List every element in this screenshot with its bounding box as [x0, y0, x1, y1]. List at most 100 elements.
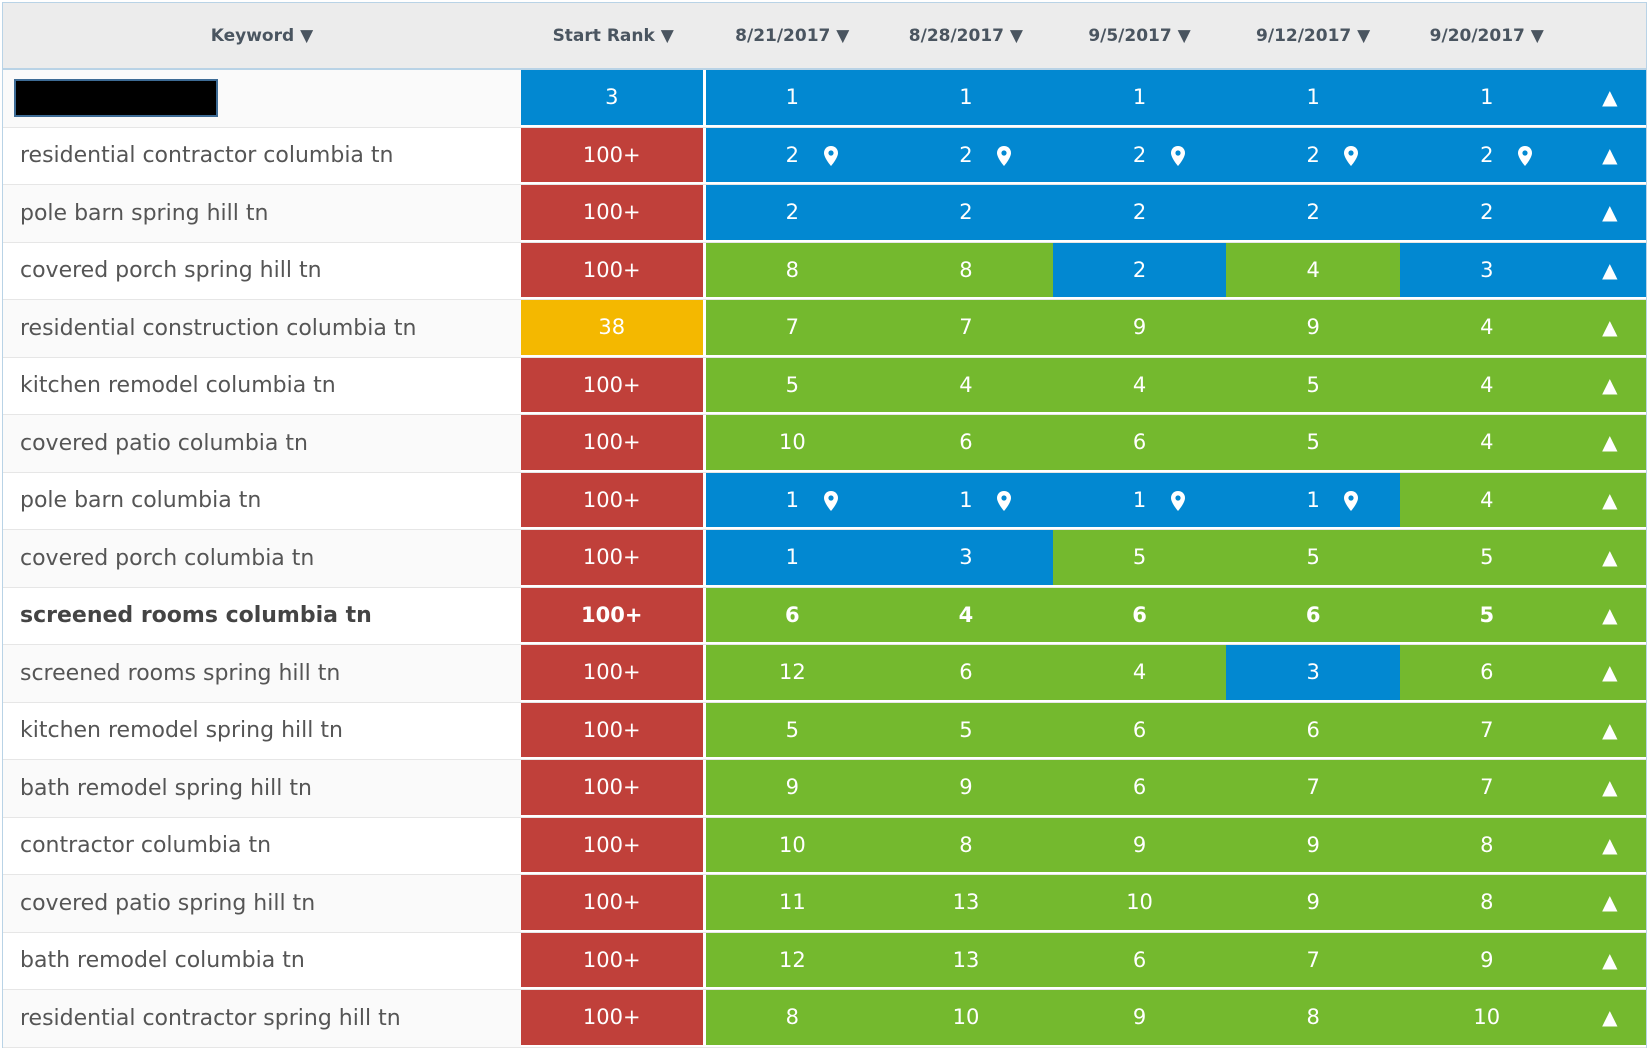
rank-cell: 4: [1399, 415, 1574, 472]
rank-cell: 8: [1399, 875, 1574, 932]
rank-cell: 4: [1399, 357, 1574, 414]
trend-up-icon[interactable]: ▲: [1573, 300, 1646, 357]
rank-cell: 5: [1399, 587, 1574, 644]
rank-cell: 6: [705, 587, 880, 644]
start-rank-cell: 100+: [520, 242, 703, 299]
trend-up-icon[interactable]: ▲: [1573, 357, 1646, 414]
rank-cell: 7: [705, 300, 880, 357]
rank-cell: 1: [879, 70, 1053, 127]
trend-up-icon[interactable]: ▲: [1573, 472, 1646, 529]
rank-cell: 7: [1226, 760, 1400, 817]
col-date-5[interactable]: 9/20/2017 ▼: [1429, 25, 1544, 46]
table-row: kitchen remodel columbia tn 100+ 5 4 4 5 4 ▲: [3, 357, 1646, 415]
rank-cell: 9: [1399, 932, 1574, 989]
keyword-cell: covered patio spring hill tn: [3, 875, 521, 932]
rank-cell: 7: [1226, 932, 1400, 989]
rank-cell: 2: [705, 185, 880, 242]
keyword-cell: covered porch columbia tn: [3, 530, 521, 587]
col-keyword[interactable]: Keyword ▼: [210, 25, 314, 46]
rank-cell: 6: [1226, 587, 1400, 644]
start-rank-cell: 100+: [520, 990, 703, 1047]
table-row: covered porch columbia tn 100+ 1 3 5 5 5 ▲: [3, 530, 1646, 588]
keyword-text: bath remodel spring hill tn: [20, 775, 312, 801]
rank-cell: 4: [1399, 472, 1574, 529]
keyword-cell: contractor columbia tn: [3, 817, 521, 874]
rank-cell: 6: [1226, 702, 1400, 759]
col-date-3[interactable]: 9/5/2017 ▼: [1088, 25, 1191, 46]
trend-up-icon[interactable]: ▲: [1573, 875, 1646, 932]
rank-cell: 8: [705, 990, 880, 1047]
keyword-text: residential construction columbia tn: [20, 315, 417, 341]
trend-up-icon[interactable]: ▲: [1573, 530, 1646, 587]
rank-cell: 3: [879, 530, 1053, 587]
table-row: covered patio columbia tn 100+ 10 6 6 5 4 ▲: [3, 415, 1646, 473]
rank-cell: 10: [705, 415, 880, 472]
rank-cell: 4: [1399, 300, 1574, 357]
start-rank-cell: 100+: [520, 875, 703, 932]
trend-up-icon[interactable]: ▲: [1573, 415, 1646, 472]
trend-up-icon[interactable]: ▲: [1573, 242, 1646, 299]
rank-cell: 2: [879, 127, 1053, 184]
rank-cell: 7: [1399, 702, 1574, 759]
rank-cell: 8: [705, 242, 880, 299]
rank-cell: 9: [1226, 300, 1400, 357]
trend-up-icon[interactable]: ▲: [1573, 990, 1646, 1047]
col-start-rank[interactable]: Start Rank ▼: [552, 25, 674, 46]
rank-cell: 13: [879, 932, 1053, 989]
trend-up-icon[interactable]: ▲: [1573, 817, 1646, 874]
trend-up-icon[interactable]: ▲: [1573, 760, 1646, 817]
keyword-text: screened rooms spring hill tn: [20, 660, 341, 686]
rank-cell: 6: [1052, 932, 1227, 989]
rank-cell: 4: [1052, 645, 1227, 702]
table-row: contractor columbia tn 100+ 10 8 9 9 8 ▲: [3, 817, 1646, 875]
trend-up-icon[interactable]: ▲: [1573, 702, 1646, 759]
keyword-text: residential contractor columbia tn: [20, 143, 394, 169]
col-date-4[interactable]: 9/12/2017 ▼: [1256, 25, 1371, 46]
trend-up-icon[interactable]: ▲: [1573, 645, 1646, 702]
rank-cell: 6: [1399, 645, 1574, 702]
start-rank-cell: 100+: [520, 817, 703, 874]
start-rank-cell: 100+: [520, 645, 703, 702]
keyword-text: bath remodel columbia tn: [20, 948, 305, 974]
rank-cell: 11: [705, 875, 880, 932]
start-rank-cell: 100+: [520, 185, 703, 242]
start-rank-cell: 100+: [520, 127, 703, 184]
col-date-1[interactable]: 8/21/2017 ▼: [735, 25, 850, 46]
rank-cell: 1: [1052, 70, 1227, 127]
map-pin-icon: [1517, 145, 1532, 166]
rank-cell: 2: [1226, 127, 1400, 184]
table-body: 3 1 1 1 1 1 ▲ residential contractor columbia t…: [3, 70, 1646, 1048]
trend-up-icon[interactable]: ▲: [1573, 70, 1646, 127]
rank-cell: 7: [879, 300, 1053, 357]
table-row: covered patio spring hill tn 100+ 11 13 10 9 8…: [3, 875, 1646, 933]
rank-cell: 2: [1399, 127, 1574, 184]
keyword-cell: pole barn columbia tn: [3, 472, 521, 529]
rank-cell: 1: [1226, 472, 1400, 529]
table-row: pole barn columbia tn 100+ 1 1 1 1 4 ▲: [3, 472, 1646, 530]
table-row: residential contractor spring hill tn 100…: [3, 990, 1646, 1048]
table-row: covered porch spring hill tn 100+ 8 8 2 4 3 ▲: [3, 242, 1646, 300]
map-pin-icon: [1170, 145, 1185, 166]
keyword-text: covered patio columbia tn: [20, 430, 308, 456]
col-date-2[interactable]: 8/28/2017 ▼: [908, 25, 1023, 46]
keyword-cell: residential contractor columbia tn: [3, 127, 521, 184]
table-header: Keyword ▼ Start Rank ▼ 8/21/2017 ▼ 8/28/…: [3, 3, 1646, 70]
rank-cell: 8: [879, 242, 1053, 299]
keyword-cell: residential construction columbia tn: [3, 300, 521, 357]
trend-up-icon[interactable]: ▲: [1573, 932, 1646, 989]
rank-cell: 9: [1052, 817, 1227, 874]
rank-cell: 6: [879, 415, 1053, 472]
rank-cell: 6: [1052, 587, 1227, 644]
rank-cell: 4: [1226, 242, 1400, 299]
trend-up-icon[interactable]: ▲: [1573, 127, 1646, 184]
rank-cell: 2: [1226, 185, 1400, 242]
rank-cell: 2: [1052, 185, 1227, 242]
rank-cell: 8: [1399, 817, 1574, 874]
trend-up-icon[interactable]: ▲: [1573, 587, 1646, 644]
map-pin-icon: [997, 490, 1012, 511]
rank-cell: 6: [1052, 415, 1227, 472]
keyword-text: covered porch spring hill tn: [20, 258, 322, 284]
keyword-cell: screened rooms columbia tn: [3, 587, 521, 644]
trend-up-icon[interactable]: ▲: [1573, 185, 1646, 242]
rank-cell: 6: [1052, 760, 1227, 817]
